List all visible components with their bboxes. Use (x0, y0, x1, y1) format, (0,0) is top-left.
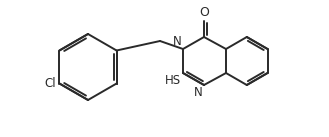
Text: Cl: Cl (45, 77, 56, 90)
Text: O: O (199, 6, 209, 19)
Text: HS: HS (165, 74, 181, 87)
Text: N: N (194, 86, 203, 99)
Text: N: N (173, 35, 182, 48)
